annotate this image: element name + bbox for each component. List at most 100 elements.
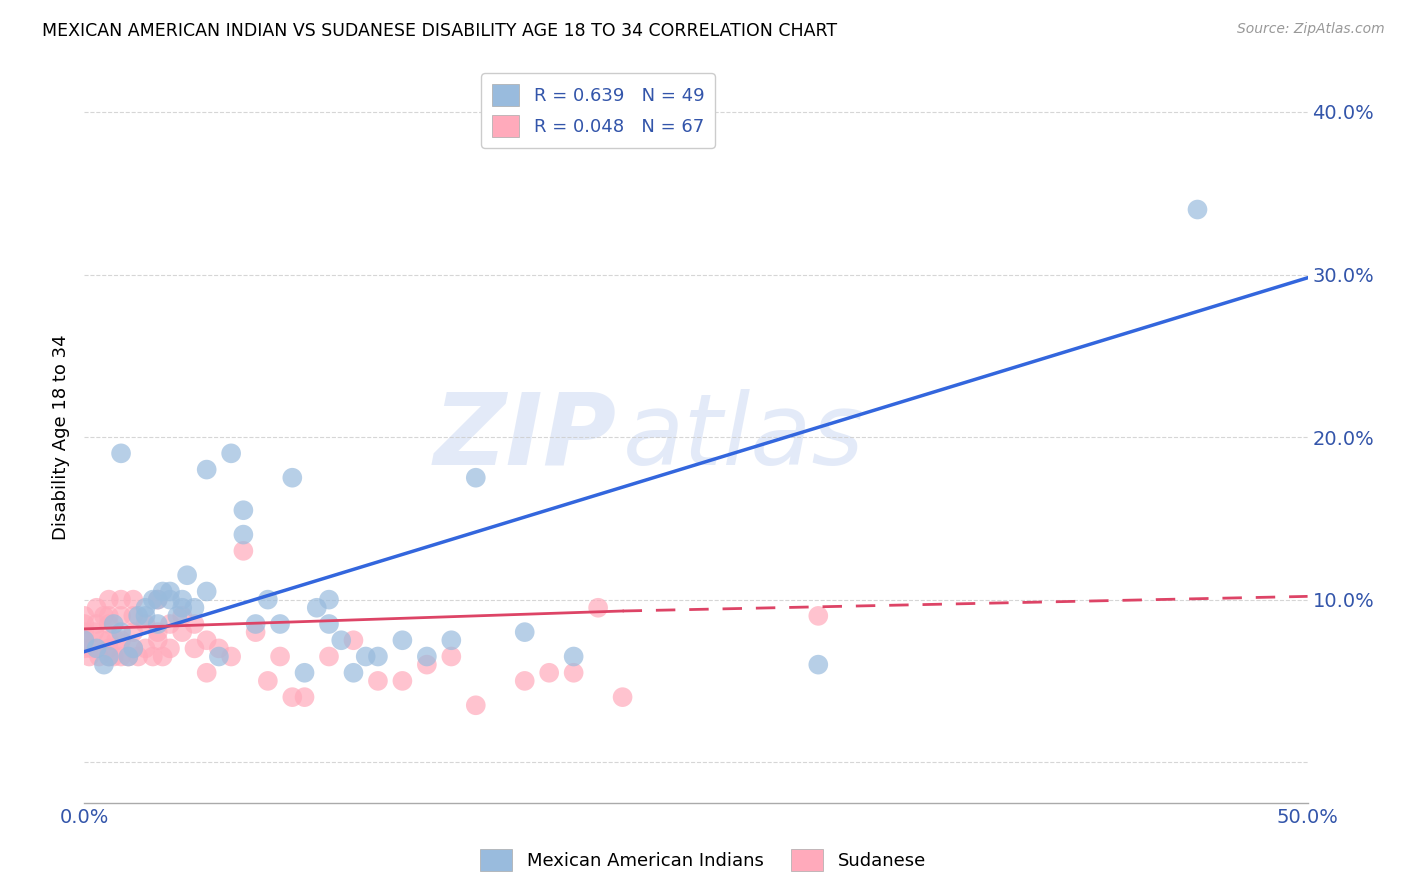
Point <box>294 690 316 705</box>
Point <box>97 649 120 664</box>
Point <box>562 665 585 680</box>
Point <box>464 471 486 485</box>
Point <box>367 649 389 664</box>
Point <box>142 649 165 664</box>
Point <box>122 625 145 640</box>
Point <box>93 608 115 623</box>
Point <box>172 625 194 640</box>
Point <box>152 584 174 599</box>
Point <box>73 625 96 640</box>
Point <box>122 592 145 607</box>
Point <box>105 633 128 648</box>
Point <box>257 673 280 688</box>
Point <box>1187 202 1209 217</box>
Point <box>416 649 439 664</box>
Point <box>146 617 169 632</box>
Point <box>97 641 120 656</box>
Point <box>86 641 108 656</box>
Point <box>342 633 364 648</box>
Point <box>367 673 389 688</box>
Point <box>110 625 132 640</box>
Point <box>146 633 169 648</box>
Point <box>159 592 181 607</box>
Point <box>342 665 364 680</box>
Point <box>513 673 536 688</box>
Point <box>807 657 830 672</box>
Point <box>281 690 304 705</box>
Point <box>354 649 377 664</box>
Point <box>281 471 304 485</box>
Point <box>83 625 105 640</box>
Point <box>586 600 609 615</box>
Point <box>135 600 157 615</box>
Y-axis label: Disability Age 18 to 34: Disability Age 18 to 34 <box>52 334 70 540</box>
Point <box>110 592 132 607</box>
Point <box>86 617 108 632</box>
Point <box>135 608 157 623</box>
Point <box>73 633 96 648</box>
Point <box>103 649 125 664</box>
Point <box>122 641 145 656</box>
Point <box>318 592 340 607</box>
Point <box>195 462 218 476</box>
Point <box>73 617 96 632</box>
Point <box>219 649 242 664</box>
Point <box>159 584 181 599</box>
Point <box>513 625 536 640</box>
Point <box>110 446 132 460</box>
Point <box>391 673 413 688</box>
Point <box>305 600 328 615</box>
Point <box>142 592 165 607</box>
Point <box>127 608 149 623</box>
Point <box>97 649 120 664</box>
Point <box>172 592 194 607</box>
Point <box>117 649 139 664</box>
Point <box>183 617 205 632</box>
Point <box>166 608 188 623</box>
Point <box>93 657 115 672</box>
Point <box>245 617 267 632</box>
Point <box>80 641 103 656</box>
Point <box>73 641 96 656</box>
Point <box>245 625 267 640</box>
Point <box>318 617 340 632</box>
Point <box>440 649 463 664</box>
Point <box>103 617 125 632</box>
Point <box>176 568 198 582</box>
Point <box>195 633 218 648</box>
Point <box>257 592 280 607</box>
Point <box>172 600 194 615</box>
Point <box>77 649 100 664</box>
Point <box>90 633 112 648</box>
Point <box>172 608 194 623</box>
Text: ZIP: ZIP <box>433 389 616 485</box>
Point <box>294 665 316 680</box>
Point <box>219 446 242 460</box>
Point <box>135 617 157 632</box>
Point <box>87 649 110 664</box>
Point <box>159 617 181 632</box>
Point <box>97 608 120 623</box>
Point <box>269 649 291 664</box>
Point <box>146 592 169 607</box>
Point <box>73 608 96 623</box>
Point <box>117 649 139 664</box>
Point <box>135 641 157 656</box>
Point <box>440 633 463 648</box>
Point <box>73 633 96 648</box>
Point <box>146 625 169 640</box>
Legend: Mexican American Indians, Sudanese: Mexican American Indians, Sudanese <box>472 842 934 879</box>
Point <box>464 698 486 713</box>
Text: atlas: atlas <box>623 389 865 485</box>
Point <box>208 641 231 656</box>
Point <box>110 649 132 664</box>
Point <box>195 665 218 680</box>
Point <box>97 617 120 632</box>
Point <box>122 608 145 623</box>
Point <box>159 641 181 656</box>
Point <box>391 633 413 648</box>
Point <box>110 633 132 648</box>
Point <box>97 633 120 648</box>
Point <box>86 600 108 615</box>
Point <box>318 649 340 664</box>
